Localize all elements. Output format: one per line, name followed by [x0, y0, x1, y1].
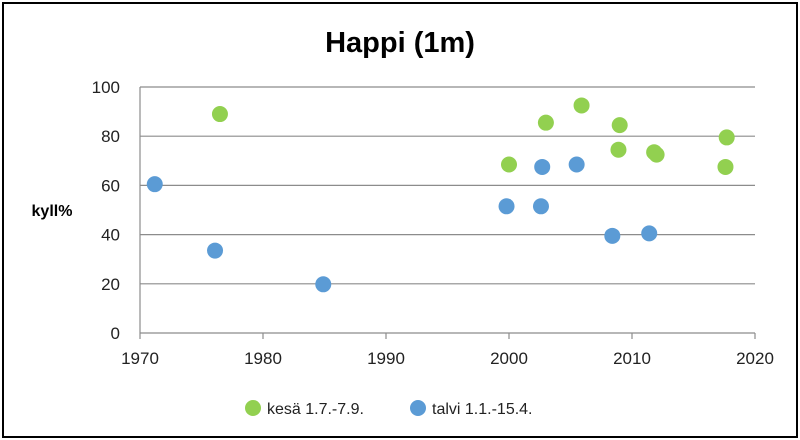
point-series-2 — [146, 176, 163, 193]
point-series-1 — [501, 156, 517, 173]
point-series-1 — [211, 106, 228, 123]
x-tick-label: 2010 — [613, 349, 651, 368]
x-tick-label: 1970 — [121, 349, 159, 368]
data-points — [146, 97, 735, 293]
point-series-2 — [534, 158, 551, 175]
y-axis-label: kyll% — [32, 203, 73, 220]
x-tick-label: 2020 — [736, 349, 774, 368]
y-tick-label: 80 — [101, 127, 120, 146]
y-tick-label: 0 — [111, 324, 120, 343]
point-series-2 — [315, 276, 332, 293]
point-series-2 — [532, 198, 549, 215]
tick-labels: 0 20 40 60 80 100 1970 1980 1990 2000 2010 2020 — [92, 78, 774, 368]
legend-label-series-1: kesä 1.7.-7.9. — [267, 401, 364, 418]
legend-marker-series-1 — [245, 400, 261, 416]
legend-label-series-2: talvi 1.1.-15.4. — [432, 401, 533, 418]
y-tick-label: 20 — [101, 275, 120, 294]
x-tick-label: 1980 — [244, 349, 282, 368]
point-series-1 — [610, 141, 627, 158]
y-tick-label: 40 — [101, 226, 120, 245]
point-series-1 — [717, 158, 734, 175]
y-tick-label: 60 — [101, 176, 120, 195]
point-series-1 — [718, 129, 735, 146]
x-tick-label: 2000 — [490, 349, 528, 368]
axes — [139, 87, 756, 339]
point-series-1 — [537, 114, 554, 131]
point-series-2 — [641, 225, 658, 242]
chart-title: Happi (1m) — [325, 27, 475, 59]
point-series-2 — [498, 198, 515, 215]
point-series-2 — [604, 227, 621, 244]
point-series-2 — [207, 242, 224, 259]
gridlines — [140, 86, 755, 285]
legend-marker-series-2 — [410, 400, 426, 416]
y-tick-label: 100 — [92, 78, 120, 97]
point-series-1 — [611, 117, 628, 134]
legend: kesä 1.7.-7.9. talvi 1.1.-15.4. — [245, 400, 533, 418]
point-series-2 — [568, 156, 585, 173]
x-tick-label: 1990 — [367, 349, 405, 368]
point-series-1 — [573, 97, 590, 114]
point-series-1 — [648, 146, 665, 163]
